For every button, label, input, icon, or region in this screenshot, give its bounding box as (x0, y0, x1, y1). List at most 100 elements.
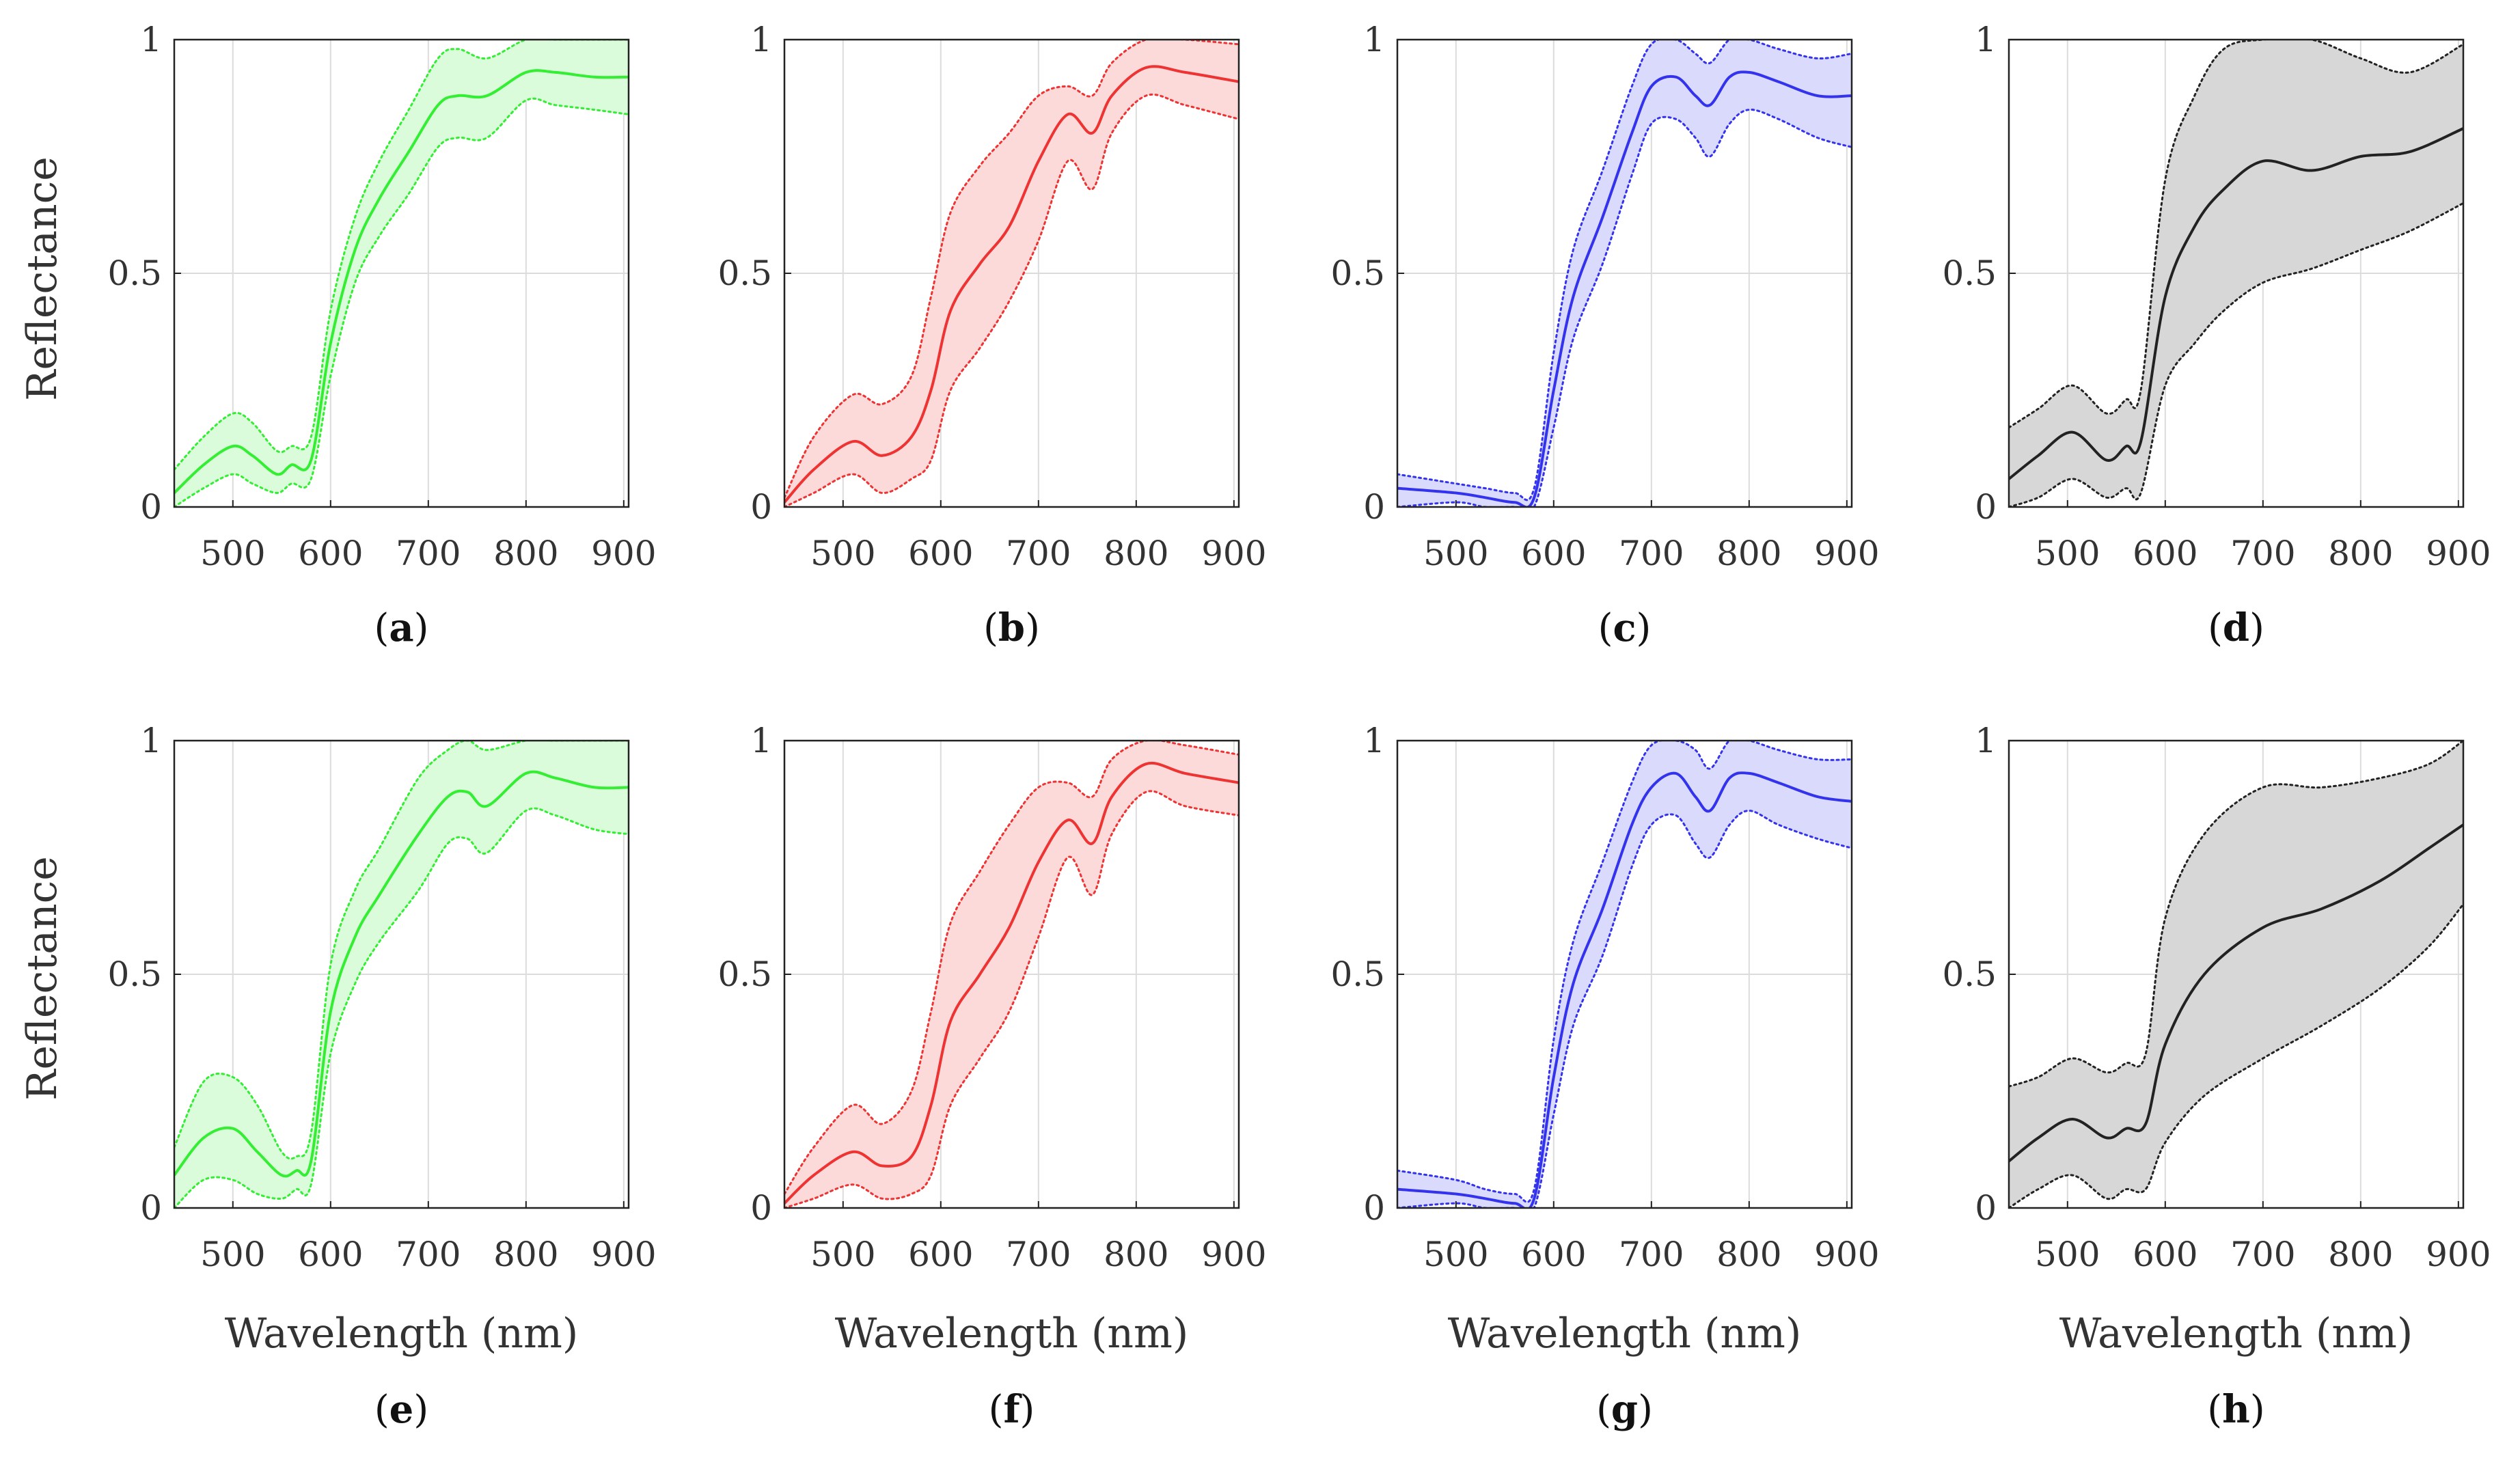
panel-f-caption-close: ) (1020, 1388, 1035, 1432)
panel-e-ytick-label-1: 0.5 (107, 954, 162, 994)
panel-a-std-band (174, 40, 629, 507)
panel-a-xtick-label-600: 600 (298, 534, 363, 573)
panel-f-caption-open: ( (989, 1388, 1004, 1432)
panel-a-ytick-label-2: 1 (140, 20, 162, 59)
panel-g-ytick-label-2: 1 (1363, 721, 1385, 760)
panel-d-caption: (d) (2208, 605, 2264, 650)
panel-b-std-band (784, 40, 1239, 507)
panel-e-caption-close: ) (413, 1388, 428, 1432)
panel-c-xtick-label-700: 700 (1619, 534, 1684, 573)
panel-d-xtick-label-600: 600 (2133, 534, 2197, 573)
panel-g-mean-line (1397, 771, 1852, 1208)
panel-c-caption: (c) (1598, 605, 1652, 650)
panel-b-caption-open: ( (983, 606, 998, 650)
panel-e-lower-bound-line (174, 807, 629, 1208)
panel-c-xtick-label-900: 900 (1814, 534, 1879, 573)
panel-g-xtick-label-500: 500 (1423, 1235, 1488, 1274)
panel-h-xtick-label-600: 600 (2133, 1235, 2197, 1274)
panel-h-caption-letter: h (2222, 1387, 2250, 1432)
panel-d-std-band (2009, 40, 2463, 507)
panel-a: 500 600 700 800 900 0 0.5 1 (a) (107, 20, 656, 650)
panel-e-caption-open: ( (374, 1388, 389, 1432)
panel-g-plot-area (1397, 741, 1852, 1208)
panel-b-xtick-label-900: 900 (1201, 534, 1266, 573)
panel-b-xtick-label-700: 700 (1006, 534, 1071, 573)
panel-a-ytick-label-1: 0.5 (107, 253, 162, 293)
panel-e-xtick-label-500: 500 (200, 1235, 265, 1274)
panel-c-ytick-label-0: 0 (1363, 487, 1385, 527)
panel-a-caption-close: ) (414, 606, 429, 650)
panel-b-caption-letter: b (998, 605, 1025, 650)
panel-c-std-band (1397, 40, 1852, 507)
panel-h: 500 600 700 800 900 0 0.5 1 Wavelength (nm) (h) (1942, 721, 2491, 1432)
panel-h-plot-area (2009, 741, 2463, 1208)
panel-f-ytick-label-2: 1 (750, 721, 772, 760)
panel-a-mean-line (174, 69, 629, 494)
panel-e-x-axis-title: Wavelength (nm) (225, 1310, 579, 1358)
panel-g-ytick-label-1: 0.5 (1330, 954, 1385, 994)
panel-h-mean-line (2009, 823, 2463, 1163)
panel-e-ytick-label-2: 1 (140, 721, 162, 760)
panel-c-mean-line (1397, 70, 1852, 507)
panel-a-caption-letter: a (389, 605, 413, 650)
panel-g-xtick-label-800: 800 (1716, 1235, 1781, 1274)
panel-g-xtick-label-900: 900 (1814, 1235, 1879, 1274)
panel-g-upper-bound-line (1397, 741, 1852, 1203)
panel-h-xtick-label-800: 800 (2328, 1235, 2393, 1274)
panel-b-xtick-label-600: 600 (908, 534, 973, 573)
panel-a-caption-open: ( (374, 606, 389, 650)
panel-c-caption-letter: c (1613, 605, 1636, 650)
panel-d-xtick-label-500: 500 (2035, 534, 2100, 573)
panel-f-ytick-label-1: 0.5 (717, 954, 772, 994)
panel-d-caption-close: ) (2249, 606, 2264, 650)
panel-h-upper-bound-line (2009, 741, 2463, 1088)
panel-d-plot-area (2009, 40, 2463, 507)
panel-e-caption-letter: e (389, 1387, 414, 1432)
panel-b-xtick-label-800: 800 (1104, 534, 1168, 573)
panel-e-xtick-label-700: 700 (396, 1235, 461, 1274)
panel-d-mean-line (2009, 127, 2463, 480)
panel-b-lower-bound-line (784, 93, 1239, 507)
panel-f-xtick-label-700: 700 (1006, 1235, 1071, 1274)
panel-d-ytick-label-0: 0 (1975, 487, 1997, 527)
panel-f: 500 600 700 800 900 0 0.5 1 Wavelength (nm) (f) (717, 721, 1266, 1432)
panel-e-caption: (e) (374, 1387, 428, 1432)
panel-h-caption-close: ) (2250, 1388, 2265, 1432)
panel-d-lower-bound-line (2009, 202, 2463, 507)
panel-f-upper-bound-line (784, 741, 1239, 1195)
panel-b: 500 600 700 800 900 0 0.5 1 (b) (717, 20, 1266, 650)
panel-a-xtick-label-700: 700 (396, 534, 461, 573)
panel-f-xtick-label-800: 800 (1104, 1235, 1168, 1274)
panel-c-caption-close: ) (1636, 606, 1652, 650)
panel-f-caption: (f) (989, 1387, 1035, 1432)
panel-f-lower-bound-line (784, 790, 1239, 1208)
panel-f-std-band (784, 741, 1239, 1208)
panel-d-ytick-label-2: 1 (1975, 20, 1997, 59)
panel-a-xtick-label-500: 500 (200, 534, 265, 573)
panel-f-x-axis-title: Wavelength (nm) (835, 1310, 1189, 1358)
panel-c-lower-bound-line (1397, 109, 1852, 507)
panel-d-upper-bound-line (2009, 40, 2463, 429)
panel-b-plot-area (784, 40, 1239, 507)
y-axis-title-bottom: Reflectance (18, 856, 66, 1100)
panel-h-xtick-label-700: 700 (2230, 1235, 2295, 1274)
panel-c-caption-open: ( (1598, 606, 1613, 650)
panel-g-xtick-label-600: 600 (1521, 1235, 1586, 1274)
panel-b-upper-bound-line (784, 40, 1239, 499)
panel-g-x-axis-title: Wavelength (nm) (1448, 1310, 1802, 1358)
panel-b-ytick-label-2: 1 (750, 20, 772, 59)
y-axis-title-top: Reflectance (18, 156, 66, 400)
panel-g-lower-bound-line (1397, 810, 1852, 1208)
panel-g: 500 600 700 800 900 0 0.5 1 Wavelength (nm) (g) (1330, 721, 1879, 1432)
panel-h-xtick-label-500: 500 (2035, 1235, 2100, 1274)
panel-e-xtick-label-900: 900 (591, 1235, 656, 1274)
panel-h-caption: (h) (2207, 1387, 2264, 1432)
panel-h-ytick-label-0: 0 (1975, 1188, 1997, 1228)
panel-b-caption-close: ) (1025, 606, 1040, 650)
panel-b-mean-line (784, 65, 1239, 504)
panel-h-x-axis-title: Wavelength (nm) (2059, 1310, 2413, 1358)
panel-g-caption-letter: g (1611, 1387, 1638, 1432)
panel-d: 500 600 700 800 900 0 0.5 1 (d) (1942, 20, 2491, 650)
panel-g-caption-close: ) (1638, 1388, 1653, 1432)
